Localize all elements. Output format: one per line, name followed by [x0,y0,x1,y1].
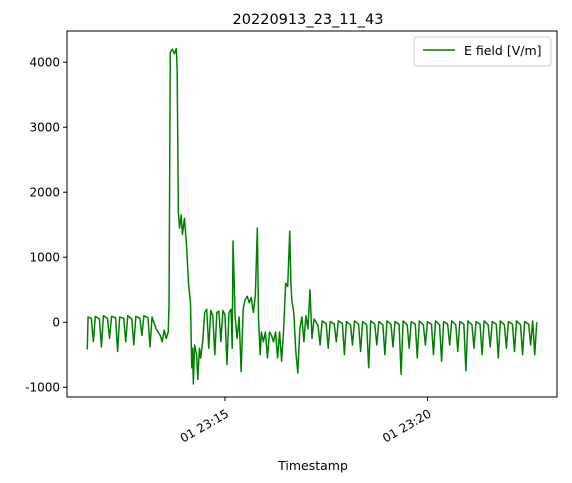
y-tick-label: 2000 [29,186,60,200]
x-axis-label: Timestamp [277,458,348,473]
legend: E field [V/m] [413,36,552,67]
y-tick-label: 4000 [29,56,60,70]
plot-area-frame [66,30,558,398]
y-axis: -1000 0 1000 2000 3000 4000 [25,56,67,395]
y-tick-label: 0 [52,316,60,330]
legend-label: E field [V/m] [464,43,542,58]
y-tick-label: 1000 [29,251,60,265]
series-line-0 [86,47,538,385]
chart-title: 20220913_23_11_43 [233,12,384,28]
series-layer [86,47,538,385]
y-tick-label: -1000 [25,381,60,395]
legend-box [413,36,552,67]
y-tick-label: 3000 [29,121,60,135]
